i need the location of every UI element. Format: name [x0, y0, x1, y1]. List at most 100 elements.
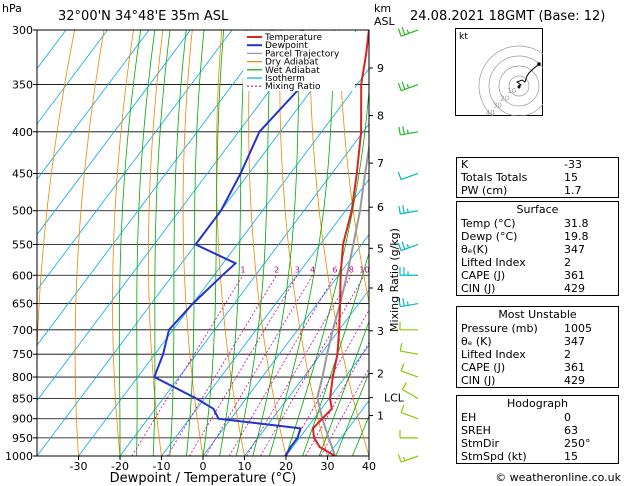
temperature-tick-label: 40	[362, 460, 376, 473]
k-index-value: -33	[564, 158, 582, 171]
surface-temp-label: Temp (°C)	[461, 217, 516, 230]
wet-adiabat-line	[202, 30, 225, 456]
mixing-ratio-line	[260, 275, 365, 456]
wind-barb-staff	[400, 370, 419, 378]
hodograph-ring-label: 10	[507, 87, 516, 95]
wind-barb-staff	[400, 83, 419, 92]
wind-barb-flag	[398, 126, 401, 136]
dry-adiabat-line	[338, 30, 369, 304]
wind-barb-half-flag	[402, 456, 406, 461]
mu-li-value: 2	[564, 348, 571, 361]
mixing-ratio-label: 1	[240, 265, 245, 274]
isotherm-line	[37, 30, 191, 236]
stmspd-label: StmSpd (kt)	[461, 450, 527, 463]
pressure-tick-label: 350	[12, 79, 33, 92]
eh-label: EH	[461, 411, 477, 424]
indices-table: K -33 Totals Totals 15 PW (cm) 1.7	[456, 157, 619, 198]
wind-barb-staff	[400, 131, 419, 136]
height-tick-label: 8	[377, 109, 384, 122]
stmspd-value: 15	[564, 450, 578, 463]
height-tick-label: 6	[377, 201, 384, 214]
stmdir-label: StmDir	[461, 437, 500, 450]
wind-barb-flag	[397, 242, 402, 251]
isotherm-line	[78, 68, 369, 456]
mu-cin-label: CIN (J)	[461, 374, 496, 387]
surface-temp-value: 31.8	[564, 217, 589, 230]
wind-barb-flag	[402, 298, 405, 307]
surface-cape-value: 361	[564, 269, 585, 282]
pressure-tick-label: 550	[12, 238, 33, 251]
height-tick-label: 7	[377, 157, 384, 170]
dry-adiabat-line	[112, 30, 134, 456]
wind-barb-half-flag	[406, 208, 409, 213]
mu-theta-label: θₑ (K)	[461, 335, 492, 348]
hodograph-kt-label: kt	[459, 32, 468, 42]
isotherm-line	[37, 30, 108, 125]
temperature-tick-label: 0	[200, 460, 207, 473]
surface-dewp-label: Dewp (°C)	[461, 230, 518, 243]
hodograph-ring-label: 20	[500, 94, 509, 102]
wet-adiabat-line	[136, 30, 156, 456]
isotherm-line	[37, 30, 67, 70]
pressure-tick-label: 750	[12, 348, 33, 361]
hodograph-ring	[488, 55, 543, 116]
wind-barb-staff	[400, 172, 419, 181]
surface-cape-label: CAPE (J)	[461, 269, 506, 282]
wind-barb-half-flag	[406, 243, 410, 249]
wind-barb-staff	[400, 350, 419, 355]
surface-li-value: 2	[564, 256, 571, 269]
wind-barb-staff	[400, 210, 419, 215]
wind-barb-flag	[402, 126, 405, 135]
hodograph-table-title: Hodograph	[507, 397, 568, 410]
wind-barb-flag	[402, 205, 405, 214]
legend-entry: Temperature	[264, 33, 322, 43]
pressure-tick-label: 950	[12, 432, 33, 445]
totals-totals-label: Totals Totals	[461, 171, 528, 184]
temperature-tick-label: 10	[238, 460, 252, 473]
height-tick-label: 1	[377, 410, 384, 423]
temperature-tick-label: 20	[279, 460, 293, 473]
sreh-label: SREH	[461, 424, 491, 437]
surface-table: Surface Temp (°C) 31.8 Dewp (°C) 19.8 θₑ(K…	[456, 201, 619, 296]
hodograph-ring	[498, 65, 540, 107]
wind-barb-flag	[398, 298, 401, 307]
wind-barb-staff	[402, 388, 419, 400]
isotherm-line	[285, 344, 369, 456]
wind-barb-flag	[399, 343, 403, 352]
mixing-ratio-line	[167, 275, 277, 456]
x-axis-label: Dewpoint / Temperature (°C)	[110, 471, 297, 486]
mu-li-label: Lifted Index	[461, 348, 526, 361]
isotherm-line	[244, 289, 369, 456]
wind-barb-half-flag	[406, 129, 409, 134]
wind-barb-flag	[401, 81, 406, 90]
surface-li-label: Lifted Index	[461, 256, 526, 269]
eh-value: 0	[564, 411, 571, 424]
wind-barb-flag	[397, 454, 402, 463]
mixing-ratio-label: 3	[295, 265, 300, 274]
height-tick-label: 3	[377, 325, 384, 338]
km-label: km	[374, 2, 391, 15]
totals-totals-value: 15	[564, 171, 578, 184]
hodograph-end-marker	[537, 62, 541, 66]
mixing-ratio-label: 20	[402, 265, 412, 274]
height-tick-label: 5	[377, 242, 384, 255]
wet-adiabat-line	[152, 30, 171, 456]
wind-barb-flag	[401, 241, 406, 250]
pressure-tick-label: 850	[12, 392, 33, 405]
isotherm-line	[37, 30, 233, 291]
dewpoint-line	[153, 30, 305, 456]
location-title: 32°00'N 34°48'E 35m ASL	[58, 9, 229, 24]
mixing-ratio-label: 6	[332, 265, 337, 274]
pressure-tick-label: 700	[12, 324, 33, 337]
pressure-tick-label: 800	[12, 371, 33, 384]
lcl-label: LCL	[384, 392, 405, 405]
isotherm-line	[202, 233, 369, 456]
wind-barb-half-flag	[406, 83, 410, 89]
dry-adiabat-line	[37, 30, 75, 456]
wind-barb-flag	[400, 363, 405, 372]
wet-adiabat-line	[235, 30, 272, 456]
hodograph-ring-label: 40	[486, 109, 495, 116]
credit-link[interactable]: © weatheronline.co.uk	[495, 471, 621, 484]
surface-cin-value: 429	[564, 282, 585, 295]
pressure-tick-label: 900	[12, 413, 33, 426]
